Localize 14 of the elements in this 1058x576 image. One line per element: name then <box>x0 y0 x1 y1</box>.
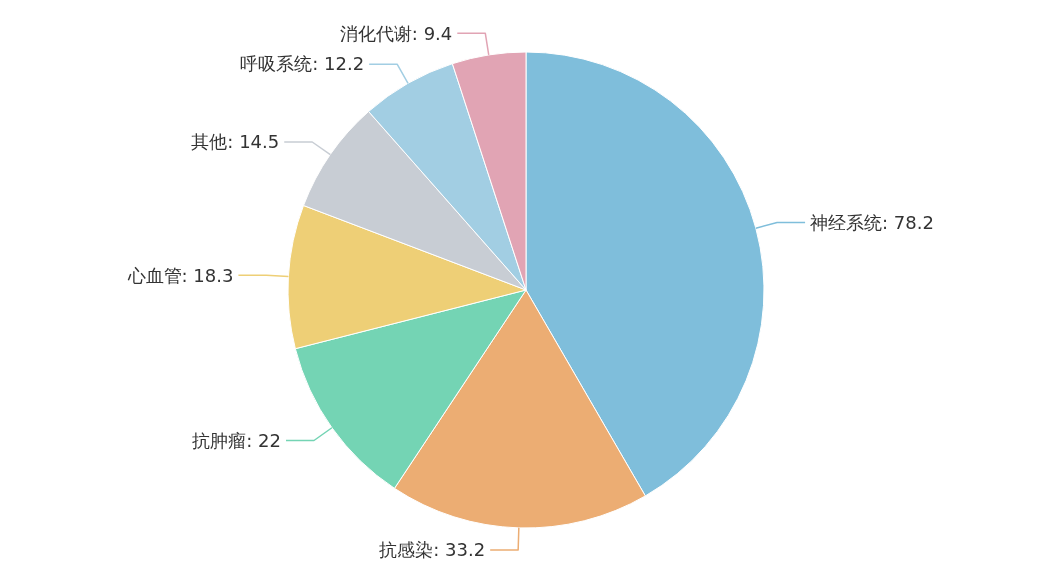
data-label: : 14.5 <box>227 131 280 153</box>
slice-label: 神经系统 <box>810 211 883 233</box>
slice-label: 心血管 <box>126 264 182 286</box>
data-label: : 9.4 <box>411 22 453 44</box>
data-label: : 22 <box>246 429 281 451</box>
slice-label: 消化代谢 <box>339 22 412 44</box>
data-label: : 33.2 <box>433 539 486 561</box>
slice-label: 抗肿瘤 <box>192 429 247 451</box>
data-label: : 12.2 <box>312 53 365 75</box>
data-label: : 18.3 <box>181 264 234 286</box>
data-label: : 78.2 <box>882 211 934 233</box>
slice-label: 抗感染 <box>379 539 434 561</box>
slice-label: 其他 <box>191 131 228 153</box>
slice-label: 呼吸系统 <box>240 53 313 75</box>
